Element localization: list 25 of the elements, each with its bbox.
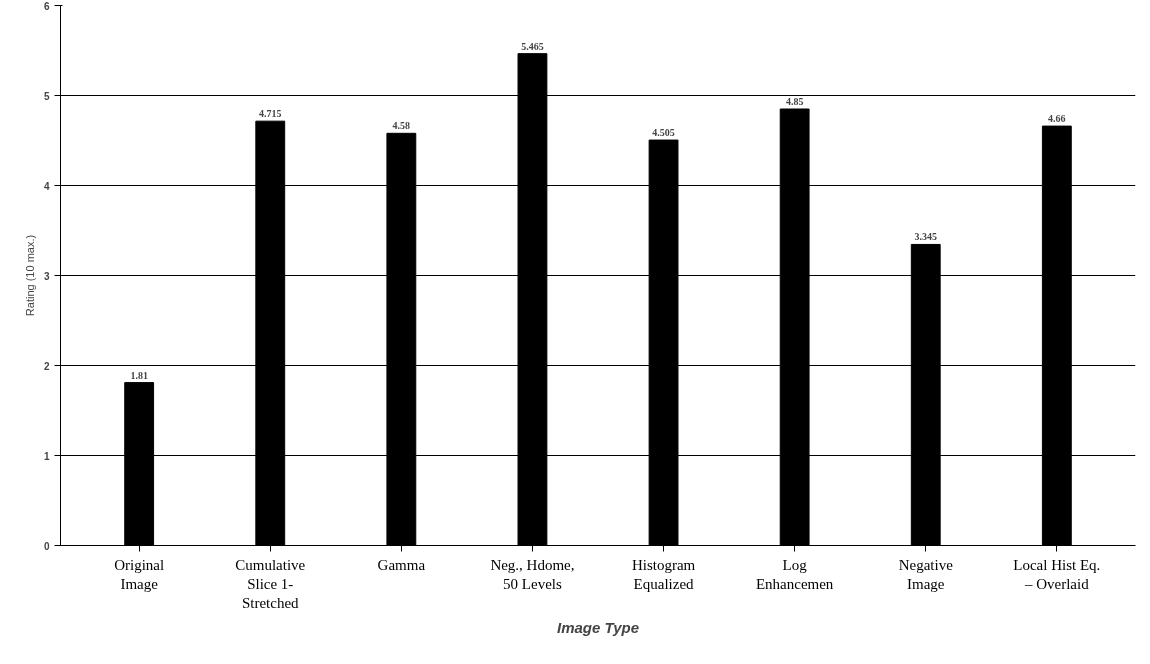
y-tick-label: 3 bbox=[43, 270, 50, 282]
y-tick-label: 5 bbox=[43, 90, 50, 102]
y-axis-title: Rating (10 max.) bbox=[23, 234, 36, 317]
data-label: 1.81 bbox=[130, 369, 148, 381]
y-tick-label: 2 bbox=[43, 360, 50, 372]
x-tick-label: Negative Image bbox=[898, 556, 954, 592]
x-tick-label: Local Hist Eq. – Overlaid bbox=[1013, 556, 1101, 592]
data-label: 4.58 bbox=[392, 120, 411, 132]
data-label: 4.66 bbox=[1048, 113, 1066, 125]
x-tick-label: Gamma bbox=[377, 556, 426, 573]
x-tick-label: Original Image bbox=[114, 556, 165, 592]
y-tick-label: 0 bbox=[43, 540, 50, 552]
data-label: 5.465 bbox=[521, 40, 544, 52]
y-tick-label: 6 bbox=[43, 0, 50, 12]
x-axis-title: Image Type bbox=[557, 618, 639, 636]
data-label: 4.85 bbox=[785, 96, 804, 107]
y-tick-label: 4 bbox=[43, 180, 50, 192]
data-label: 3.345 bbox=[914, 231, 937, 243]
data-label: 4.505 bbox=[652, 127, 675, 139]
data-label: 4.715 bbox=[259, 108, 282, 120]
x-tick-label: Neg., Hdome, 50 Levels bbox=[490, 556, 575, 592]
x-tick-label: Cumulative Slice 1- Stretched bbox=[235, 556, 306, 611]
y-tick-label: 1 bbox=[43, 450, 50, 462]
x-tick-label: Log Enhancemen bbox=[755, 556, 834, 592]
x-tick-label: Histogram Equalized bbox=[631, 556, 696, 592]
